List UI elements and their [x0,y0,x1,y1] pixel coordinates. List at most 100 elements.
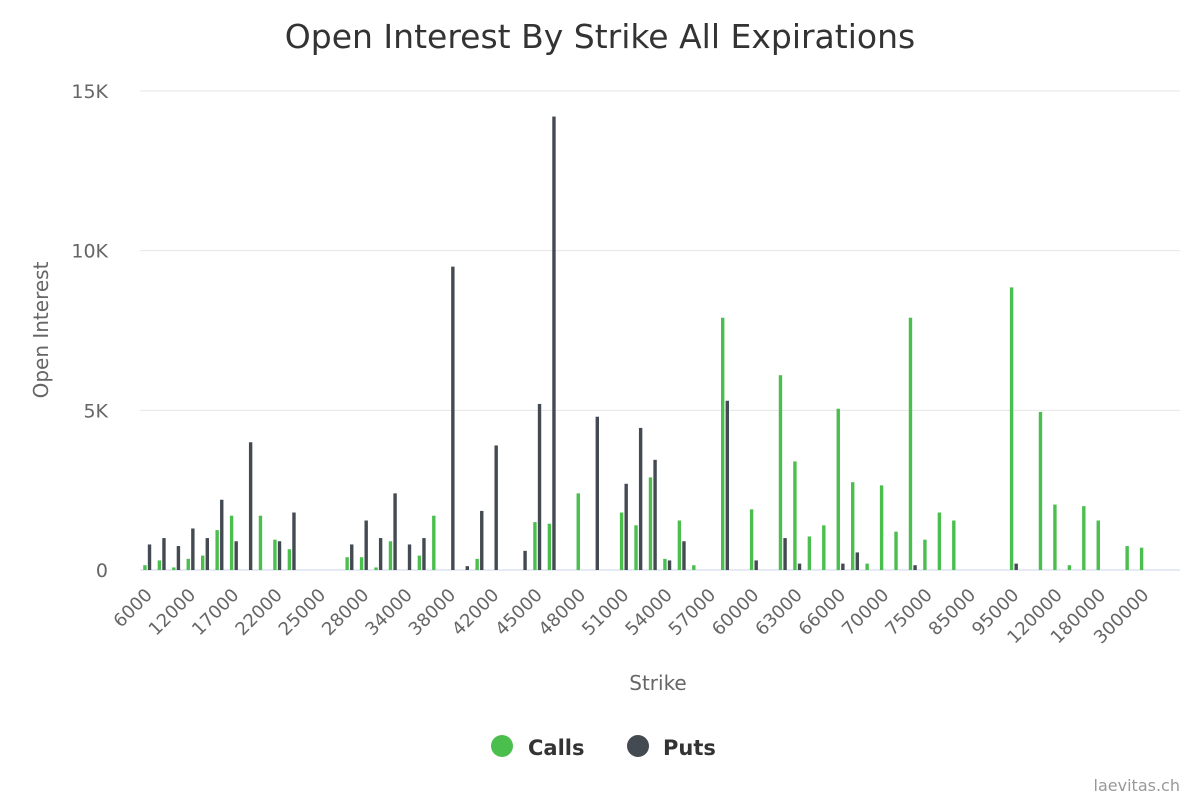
bar-calls[interactable] [721,317,725,570]
bar-puts[interactable] [841,563,845,570]
bar-calls[interactable] [879,485,884,570]
bar-calls[interactable] [359,557,364,570]
bar-calls[interactable] [1139,547,1144,570]
bar-calls[interactable] [417,555,422,570]
bar-calls[interactable] [475,558,479,570]
bar-calls[interactable] [807,536,812,570]
bar-calls[interactable] [634,525,638,570]
bar-puts[interactable] [176,546,181,570]
y-axis-label: Open Interest [29,261,53,398]
bar-puts[interactable] [422,538,426,570]
bar-calls[interactable] [258,515,263,570]
bar-puts[interactable] [797,563,802,570]
x-tick-label: 42000 [448,585,503,640]
bar-calls[interactable] [923,539,927,570]
x-tick-label: 48000 [535,585,590,640]
bar-puts[interactable] [220,499,224,570]
bar-puts[interactable] [1014,563,1018,570]
bar-puts[interactable] [624,483,628,570]
bar-puts[interactable] [855,552,859,570]
bar-puts[interactable] [638,427,643,570]
bar-puts[interactable] [451,266,455,570]
bar-calls[interactable] [432,515,436,570]
bar-calls[interactable] [547,523,552,570]
bar-puts[interactable] [465,566,469,570]
bar-calls[interactable] [1082,506,1086,570]
bar-calls[interactable] [894,531,898,570]
bar-calls[interactable] [937,512,942,570]
bar-calls[interactable] [345,557,349,570]
bar-puts[interactable] [393,493,397,570]
bar-calls[interactable] [273,539,277,570]
bar-puts[interactable] [595,416,599,570]
bar-puts[interactable] [248,442,253,570]
bar-calls[interactable] [648,477,653,570]
x-tick-label: 45000 [491,585,546,640]
bar-puts[interactable] [523,550,527,570]
bar-puts[interactable] [147,544,152,570]
bar-puts[interactable] [494,445,498,570]
x-tick-label: 12000 [145,585,200,640]
bar-puts[interactable] [653,459,657,570]
bar-puts[interactable] [725,400,729,570]
bar-calls[interactable] [229,515,234,570]
bar-calls[interactable] [172,567,176,570]
bar-calls[interactable] [388,541,393,570]
bar-puts[interactable] [783,538,787,570]
bar-calls[interactable] [1096,520,1100,570]
bar-puts[interactable] [552,116,556,571]
bar-calls[interactable] [287,549,292,570]
bar-puts[interactable] [364,520,368,570]
legend-item-puts[interactable]: Puts [627,735,716,760]
bar-puts[interactable] [292,512,296,570]
x-tick-label: 25000 [275,585,330,640]
x-tick-label: 17000 [188,585,243,640]
bar-puts[interactable] [350,544,354,570]
bar-calls[interactable] [157,560,162,570]
bar-puts[interactable] [537,403,542,570]
bar-calls[interactable] [1053,504,1057,570]
bar-calls[interactable] [186,558,190,570]
bar-calls[interactable] [1125,546,1129,570]
bar-calls[interactable] [201,555,205,570]
bar-calls[interactable] [619,512,624,570]
bar-puts[interactable] [913,565,917,570]
bar-calls[interactable] [677,520,682,570]
bar-calls[interactable] [374,567,378,570]
bar-calls[interactable] [1067,565,1072,570]
bar-puts[interactable] [162,538,166,570]
bar-calls[interactable] [576,493,580,570]
bar-calls[interactable] [952,520,956,570]
bar-calls[interactable] [1009,287,1014,570]
bar-calls[interactable] [865,563,869,570]
bar-calls[interactable] [793,461,797,570]
bar-calls[interactable] [663,558,667,570]
legend-item-calls[interactable]: Calls [491,735,584,760]
bar-puts[interactable] [191,528,195,570]
bar-calls[interactable] [822,525,826,570]
bar-calls[interactable] [908,317,913,570]
bar-puts[interactable] [667,560,672,570]
bar-puts[interactable] [205,538,209,570]
bar-calls[interactable] [836,408,840,570]
bar-puts[interactable] [754,560,758,570]
bar-calls[interactable] [749,509,754,570]
chart-title: Open Interest By Strike All Expirations [285,17,915,56]
bar-calls[interactable] [143,565,147,570]
bar-calls[interactable] [692,565,696,570]
bar-calls[interactable] [778,375,783,570]
bar-puts[interactable] [480,510,484,570]
bar-puts[interactable] [407,544,412,570]
bar-calls[interactable] [1038,411,1043,570]
bar-puts[interactable] [682,541,686,570]
x-tick-labels: 6000120001700022000250002800034000380004… [110,585,1154,648]
bar-calls[interactable] [215,530,219,570]
x-tick-label: 75000 [881,585,936,640]
bar-puts[interactable] [277,541,282,570]
bar-puts[interactable] [234,541,238,570]
bar-calls[interactable] [851,482,855,570]
bar-calls[interactable] [533,522,537,570]
bar-puts[interactable] [378,538,383,570]
